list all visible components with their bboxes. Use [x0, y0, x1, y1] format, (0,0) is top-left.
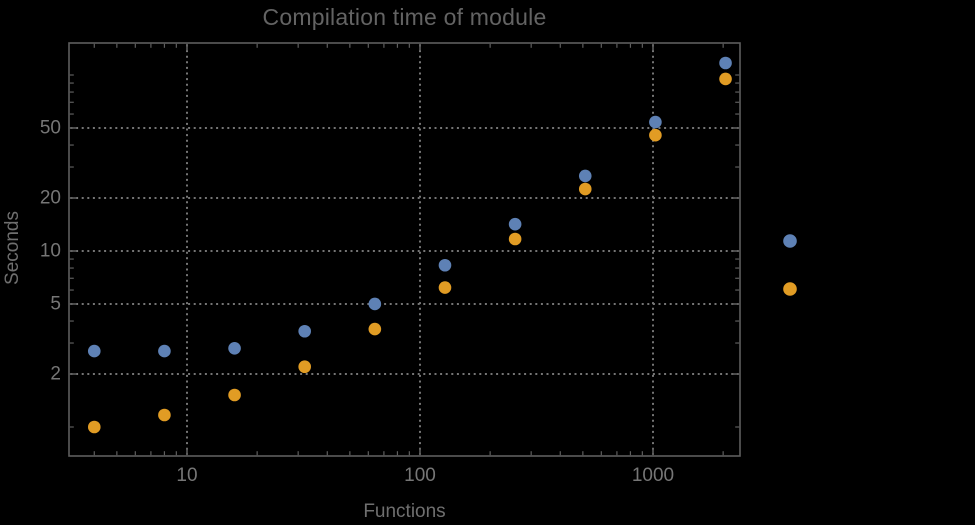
point-run-1-blue-x512 — [578, 169, 592, 183]
point-run-2-orange-x2048 — [719, 72, 732, 86]
x-tick-label-100: 100 — [404, 465, 436, 486]
legend-marker-2 — [783, 282, 797, 296]
x-axis-label: Functions — [363, 501, 446, 522]
point-run-1-blue-x128 — [438, 258, 452, 272]
point-run-2-orange-x64 — [368, 322, 382, 336]
point-run-2-orange-x256 — [508, 232, 522, 246]
point-run-2-orange-x8 — [158, 408, 171, 422]
point-run-1-blue-x4 — [87, 344, 101, 358]
point-run-2-orange-x16 — [228, 388, 241, 402]
point-run-1-blue-x256 — [508, 217, 522, 231]
y-tick-label-5: 5 — [50, 293, 61, 314]
y-tick-label-2: 2 — [50, 364, 61, 385]
point-run-1-blue-x16 — [228, 342, 241, 355]
point-run-2-orange-x128 — [438, 281, 452, 294]
chart-title: Compilation time of module — [262, 4, 547, 30]
y-tick-label-10: 10 — [40, 241, 61, 262]
point-run-1-blue-x64 — [368, 297, 382, 311]
y-tick-label-50: 50 — [40, 117, 61, 138]
plot-frame — [68, 42, 741, 457]
point-run-1-blue-x32 — [298, 324, 311, 338]
x-tick-label-10: 10 — [176, 465, 197, 486]
y-tick-label-20: 20 — [40, 188, 61, 209]
point-run-2-orange-x1024 — [649, 128, 662, 142]
point-run-2-orange-x512 — [578, 182, 592, 196]
legend-marker-1 — [783, 234, 797, 248]
point-run-2-orange-x4 — [87, 420, 101, 434]
point-run-1-blue-x8 — [158, 344, 171, 358]
x-tick-label-1000: 1000 — [632, 465, 674, 486]
point-run-2-orange-x32 — [298, 360, 311, 374]
point-run-1-blue-x1024 — [649, 115, 662, 129]
point-run-1-blue-x2048 — [719, 56, 732, 70]
